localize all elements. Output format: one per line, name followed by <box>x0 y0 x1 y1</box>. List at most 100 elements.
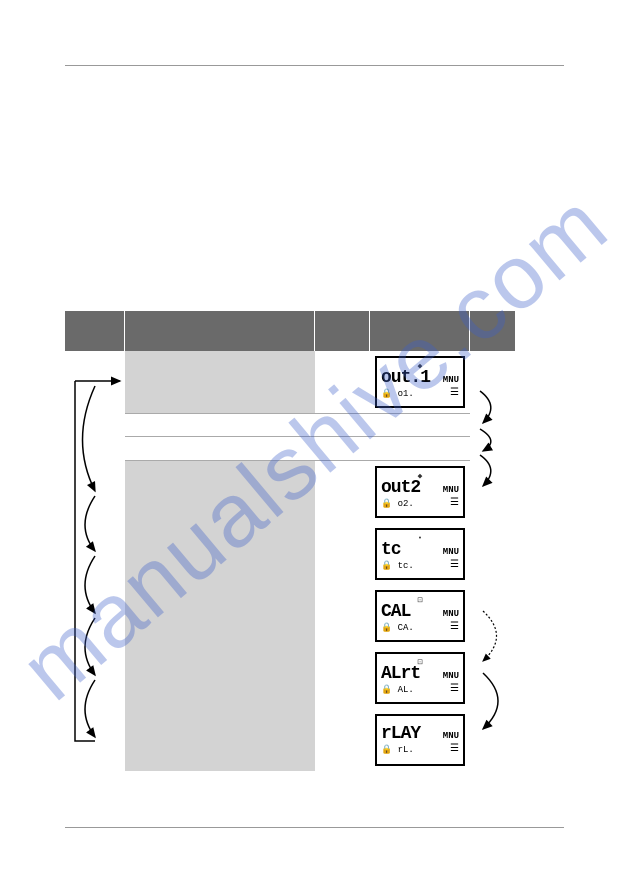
lcd-sub-value: CA. <box>398 623 414 633</box>
mid-cell <box>315 437 370 461</box>
menu-icon: ☰ <box>450 623 459 633</box>
arrow-cell <box>65 647 125 709</box>
table-row: ⊡ CAL MNU 🔒 CA. ☰ <box>65 585 564 647</box>
menu-icon: ☰ <box>450 389 459 399</box>
lcd-sub-text: 🔒 rL. ☰ <box>381 745 459 755</box>
lock-icon: 🔒 o1. <box>381 390 414 399</box>
arrow-cell <box>65 351 125 413</box>
arrow-cell <box>65 437 125 461</box>
lcd-suffix: MNU <box>443 486 459 495</box>
table-row: • tc MNU 🔒 tc. ☰ <box>65 523 564 585</box>
table-row: ⊡ ALrt MNU 🔒 AL. ☰ <box>65 647 564 709</box>
lcd-cell <box>370 437 470 461</box>
arrow-cell <box>65 709 125 771</box>
lcd-suffix: MNU <box>443 376 459 385</box>
arrow-right-cell <box>470 413 515 437</box>
arrow-cell <box>65 585 125 647</box>
lcd-cell: ⬥ out.1 MNU 🔒 o1. ☰ <box>370 351 470 413</box>
lcd-cell: ⬥ out2 MNU 🔒 o2. ☰ <box>370 461 470 523</box>
lcd-sub-value: rL. <box>398 745 414 755</box>
table-row: rLAY MNU 🔒 rL. ☰ <box>65 709 564 771</box>
label-cell <box>125 413 315 437</box>
header-cell <box>125 311 315 351</box>
label-cell <box>125 351 315 413</box>
lcd-display-cal: ⊡ CAL MNU 🔒 CA. ☰ <box>375 590 465 642</box>
mid-cell <box>315 647 370 709</box>
lcd-cell <box>370 413 470 437</box>
table-row: ⬥ out.1 MNU 🔒 o1. ☰ <box>65 351 564 413</box>
lcd-cell: • tc MNU 🔒 tc. ☰ <box>370 523 470 585</box>
lcd-sub-text: 🔒 tc. ☰ <box>381 561 459 571</box>
mid-cell <box>315 413 370 437</box>
arrow-right-cell <box>470 351 515 413</box>
lcd-suffix: MNU <box>443 672 459 681</box>
lcd-sub-text: 🔒 CA. ☰ <box>381 623 459 633</box>
arrow-cell <box>65 461 125 523</box>
lcd-main-text: ALrt MNU <box>381 665 459 683</box>
lcd-cell: rLAY MNU 🔒 rL. ☰ <box>370 709 470 771</box>
lcd-cell: ⊡ ALrt MNU 🔒 AL. ☰ <box>370 647 470 709</box>
header-cell <box>315 311 370 351</box>
lcd-main-value: out2 <box>381 479 420 497</box>
lcd-display-out2: ⬥ out2 MNU 🔒 o2. ☰ <box>375 466 465 518</box>
label-cell <box>125 437 315 461</box>
lock-icon: 🔒 o2. <box>381 500 414 509</box>
lcd-display-out1: ⬥ out.1 MNU 🔒 o1. ☰ <box>375 356 465 408</box>
arrow-right-cell <box>470 709 515 771</box>
lcd-sub-text: 🔒 o1. ☰ <box>381 389 459 399</box>
page-frame: ⬥ out.1 MNU 🔒 o1. ☰ <box>65 65 564 828</box>
arrow-cell <box>65 523 125 585</box>
lcd-main-value: CAL <box>381 603 410 621</box>
table-row: ⬥ out2 MNU 🔒 o2. ☰ <box>65 461 564 523</box>
lcd-main-text: tc MNU <box>381 541 459 559</box>
lcd-main-text: out.1 MNU <box>381 369 459 387</box>
label-cell <box>125 461 315 523</box>
lcd-sub-text: 🔒 AL. ☰ <box>381 685 459 695</box>
table-header <box>65 311 564 351</box>
arrow-right-cell <box>470 647 515 709</box>
lcd-sub-value: o1. <box>398 389 414 399</box>
lcd-suffix: MNU <box>443 610 459 619</box>
lock-icon: 🔒 rL. <box>381 746 414 755</box>
mid-cell <box>315 523 370 585</box>
label-cell <box>125 523 315 585</box>
lcd-sub-value: tc. <box>398 561 414 571</box>
header-cell <box>65 311 125 351</box>
arrow-right-cell <box>470 461 515 523</box>
lcd-main-value: tc <box>381 541 401 559</box>
lcd-main-value: out.1 <box>381 369 430 387</box>
menu-icon: ☰ <box>450 561 459 571</box>
arrow-right-cell <box>470 523 515 585</box>
lcd-display-rlay: rLAY MNU 🔒 rL. ☰ <box>375 714 465 766</box>
label-cell <box>125 585 315 647</box>
arrow-cell <box>65 413 125 437</box>
menu-icon: ☰ <box>450 499 459 509</box>
header-cell <box>470 311 515 351</box>
table-row <box>65 413 564 437</box>
table-body: ⬥ out.1 MNU 🔒 o1. ☰ <box>65 351 564 771</box>
arrow-right-cell <box>470 585 515 647</box>
lcd-main-text: CAL MNU <box>381 603 459 621</box>
lcd-display-tc: • tc MNU 🔒 tc. ☰ <box>375 528 465 580</box>
lcd-sub-value: AL. <box>398 685 414 695</box>
lock-icon: 🔒 CA. <box>381 624 414 633</box>
lcd-main-text: out2 MNU <box>381 479 459 497</box>
menu-icon: ☰ <box>450 745 459 755</box>
mid-cell <box>315 709 370 771</box>
lcd-sub-text: 🔒 o2. ☰ <box>381 499 459 509</box>
menu-icon: ☰ <box>450 685 459 695</box>
lock-icon: 🔒 tc. <box>381 562 414 571</box>
lock-icon: 🔒 AL. <box>381 686 414 695</box>
label-cell <box>125 709 315 771</box>
arrow-right-cell <box>470 437 515 461</box>
mid-cell <box>315 461 370 523</box>
mid-cell <box>315 351 370 413</box>
header-cell <box>370 311 470 351</box>
lcd-main-text: rLAY MNU <box>381 725 459 743</box>
table-row <box>65 437 564 461</box>
lcd-main-value: ALrt <box>381 665 420 683</box>
lcd-display-alrt: ⊡ ALrt MNU 🔒 AL. ☰ <box>375 652 465 704</box>
lcd-sub-value: o2. <box>398 499 414 509</box>
mid-cell <box>315 585 370 647</box>
lcd-main-value: rLAY <box>381 725 420 743</box>
